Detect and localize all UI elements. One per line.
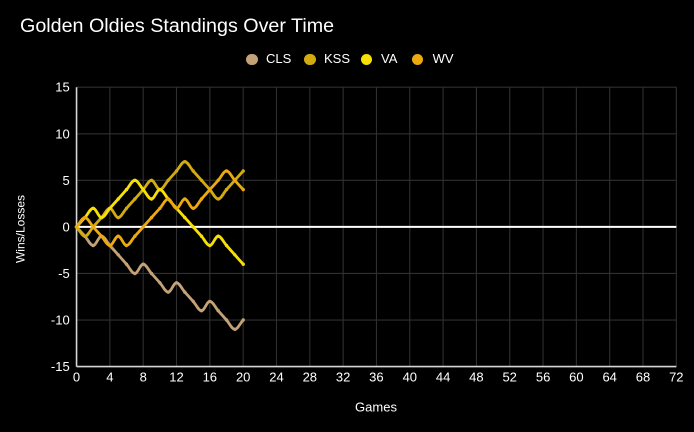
svg-text:60: 60 xyxy=(569,370,583,385)
svg-text:64: 64 xyxy=(602,370,616,385)
svg-text:8: 8 xyxy=(140,370,147,385)
svg-text:5: 5 xyxy=(62,173,69,188)
svg-text:-15: -15 xyxy=(51,359,70,374)
svg-text:20: 20 xyxy=(236,370,250,385)
svg-text:68: 68 xyxy=(636,370,650,385)
svg-text:40: 40 xyxy=(403,370,417,385)
svg-text:12: 12 xyxy=(169,370,183,385)
svg-text:32: 32 xyxy=(336,370,350,385)
svg-text:52: 52 xyxy=(502,370,516,385)
svg-text:44: 44 xyxy=(436,370,450,385)
svg-text:Wins/Losses: Wins/Losses xyxy=(14,195,28,263)
svg-text:16: 16 xyxy=(203,370,217,385)
svg-text:48: 48 xyxy=(469,370,483,385)
svg-text:4: 4 xyxy=(106,370,113,385)
svg-text:10: 10 xyxy=(55,126,69,141)
svg-text:0: 0 xyxy=(73,370,80,385)
svg-text:56: 56 xyxy=(536,370,550,385)
svg-text:72: 72 xyxy=(669,370,683,385)
svg-text:28: 28 xyxy=(303,370,317,385)
svg-text:36: 36 xyxy=(369,370,383,385)
svg-text:Games: Games xyxy=(355,400,397,415)
svg-text:-10: -10 xyxy=(51,313,70,328)
svg-text:-5: -5 xyxy=(58,266,70,281)
svg-text:24: 24 xyxy=(269,370,283,385)
svg-text:0: 0 xyxy=(62,219,69,234)
svg-text:15: 15 xyxy=(55,80,69,95)
